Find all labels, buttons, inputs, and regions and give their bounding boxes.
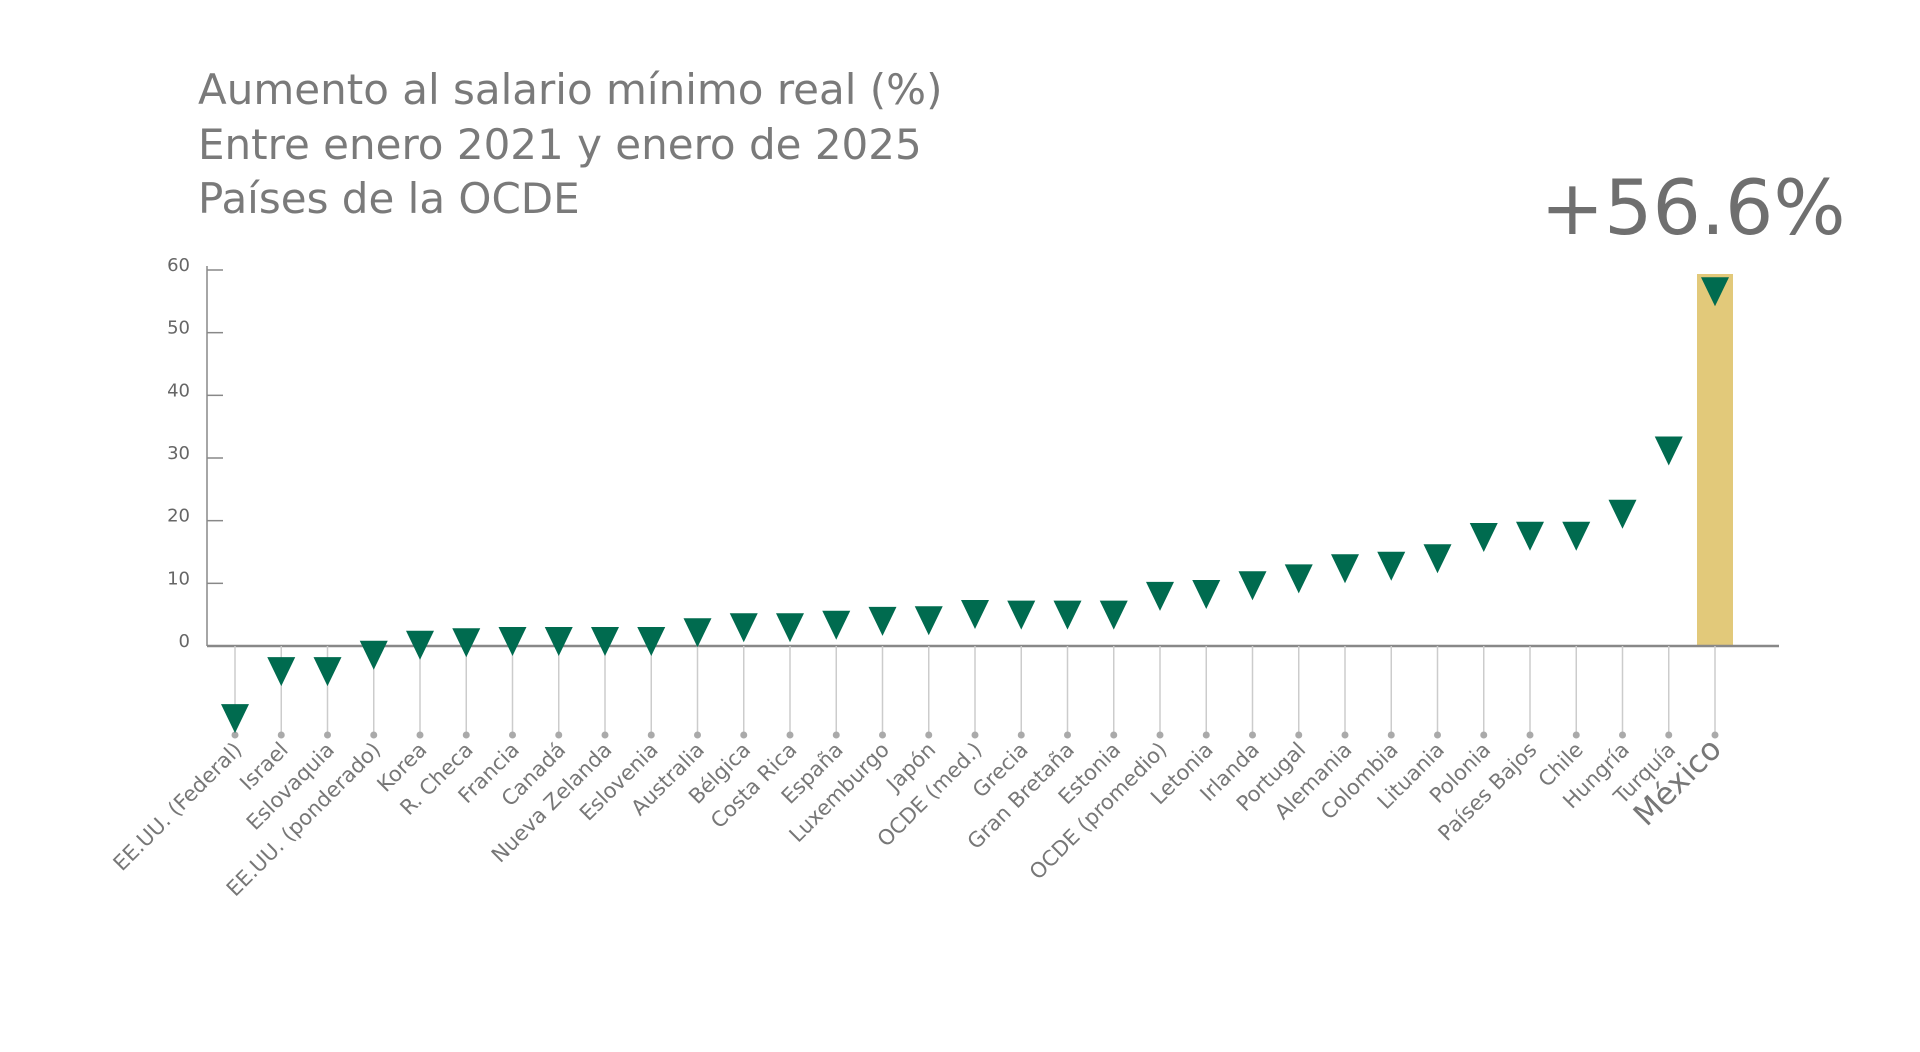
title-line: Países de la OCDE — [198, 174, 580, 223]
marker — [729, 613, 758, 643]
axis-dot — [1110, 731, 1118, 739]
marker — [1238, 571, 1267, 601]
marker — [1469, 522, 1498, 552]
y-tick-label: 60 — [167, 255, 190, 276]
axis-dot — [462, 731, 470, 739]
marker — [1099, 600, 1128, 630]
y-tick-label: 40 — [167, 380, 190, 401]
marker — [1654, 436, 1683, 466]
axis-dot — [324, 731, 331, 739]
title-line: Aumento al salario mínimo real (%) — [198, 65, 942, 114]
marker — [221, 704, 249, 734]
axis-dot — [1295, 731, 1303, 739]
marker — [1701, 277, 1729, 307]
axis-dot — [509, 731, 516, 739]
marker — [822, 610, 851, 640]
axis-dot — [832, 731, 840, 739]
axis-dot — [601, 731, 609, 739]
y-tick-label: 20 — [167, 506, 190, 527]
marker — [1377, 551, 1406, 581]
marker — [359, 640, 388, 670]
x-tick-label: EE.UU. (Federal) — [109, 738, 247, 876]
axis-dot — [1249, 731, 1256, 739]
axis-dot — [786, 731, 794, 739]
marker — [452, 628, 481, 658]
axis-dot — [925, 731, 933, 739]
marker — [1516, 521, 1544, 551]
axis-dot — [231, 731, 239, 739]
axis-dot — [1711, 731, 1719, 739]
axis-dot — [1341, 731, 1349, 739]
marker — [1284, 564, 1313, 594]
axis-dot — [1202, 731, 1210, 739]
y-tick-label: 50 — [167, 318, 190, 339]
axis-dot — [1480, 731, 1488, 739]
axis-dot — [1017, 731, 1025, 739]
axis-dot — [879, 731, 886, 739]
title-line: Entre enero 2021 y enero de 2025 — [198, 120, 922, 169]
marker — [868, 606, 897, 636]
y-tick-label: 10 — [167, 568, 190, 589]
highlight-bar — [1697, 274, 1733, 646]
marker — [267, 657, 296, 687]
axis-dot — [1526, 731, 1534, 739]
marker — [1331, 554, 1359, 584]
axis-dot — [1434, 731, 1441, 739]
axis-dot — [647, 731, 655, 739]
axis-dot — [971, 731, 979, 739]
axis-dot — [694, 731, 701, 739]
axis-dot — [1619, 731, 1626, 739]
marker — [591, 626, 619, 656]
axis-dot — [416, 731, 424, 739]
axis-dot — [370, 731, 378, 739]
marker — [637, 626, 666, 656]
y-tick-label: 30 — [167, 443, 190, 464]
marker — [1146, 581, 1174, 611]
axis-dot — [1572, 731, 1580, 739]
axis-dot — [277, 731, 285, 739]
axis-dot — [1064, 731, 1071, 739]
marker — [498, 626, 527, 656]
marker — [1007, 600, 1036, 630]
annotation: +56.6% — [1540, 163, 1845, 252]
marker — [544, 626, 573, 656]
marker — [1562, 521, 1591, 551]
axis-dot — [1665, 731, 1673, 739]
marker — [683, 618, 712, 648]
axis-dot — [740, 731, 748, 739]
marker — [1053, 600, 1082, 630]
marker — [776, 613, 804, 643]
marker — [406, 630, 434, 660]
marker — [961, 600, 989, 630]
axis-dot — [1387, 731, 1395, 739]
y-tick-label: 0 — [179, 631, 190, 652]
marker — [1192, 579, 1221, 609]
axis-dot — [555, 731, 563, 739]
marker — [313, 657, 342, 687]
axis-dot — [1156, 731, 1164, 739]
marker — [1423, 544, 1452, 574]
marker — [1608, 499, 1637, 529]
marker — [914, 606, 943, 636]
